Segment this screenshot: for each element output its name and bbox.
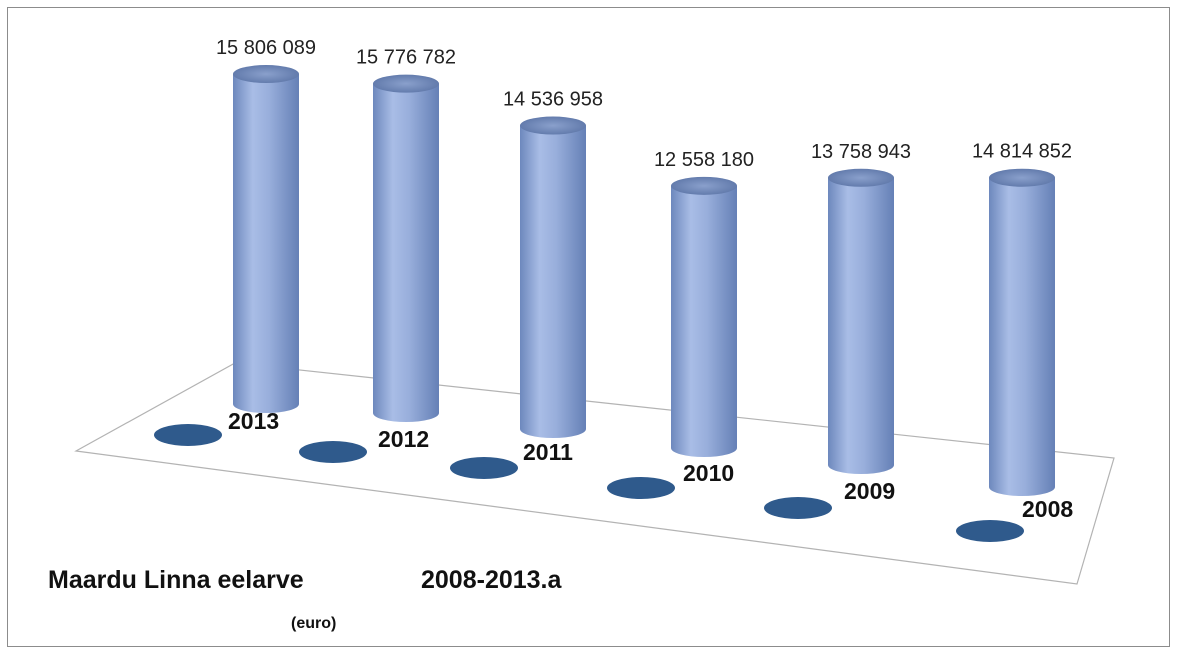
floor-marker-2012 <box>299 441 367 463</box>
value-label-2009: 13 758 943 <box>811 141 911 163</box>
floor-marker-2011 <box>450 457 518 479</box>
category-label-2010: 2010 <box>683 460 734 486</box>
value-label-2011: 14 536 958 <box>503 89 603 111</box>
bar-2011 <box>520 116 586 438</box>
floor-marker-2010 <box>607 477 675 499</box>
value-label-2010: 12 558 180 <box>654 149 754 171</box>
category-label-2008: 2008 <box>1022 496 1073 522</box>
floor-marker-2009 <box>764 497 832 519</box>
chart-subtitle: (euro) <box>291 615 336 632</box>
value-label-2012: 15 776 782 <box>356 47 456 69</box>
bar-2013 <box>233 65 299 414</box>
chart-frame: 15 806 089 2013 15 776 782 2012 14 536 958 20… <box>7 7 1170 647</box>
category-label-2009: 2009 <box>844 478 895 504</box>
chart-floor <box>74 362 1115 585</box>
value-label-2008: 14 814 852 <box>972 141 1072 163</box>
bar-2009 <box>828 168 894 475</box>
category-label-2012: 2012 <box>378 426 429 452</box>
chart-title-years: 2008-2013.a <box>421 566 563 594</box>
value-label-2013: 15 806 089 <box>216 37 316 59</box>
floor-marker-2008 <box>956 520 1024 542</box>
chart-title: Maardu Linna eelarve <box>48 566 304 594</box>
bar-2010 <box>671 176 737 457</box>
bar-2012 <box>373 74 439 423</box>
category-label-2013: 2013 <box>228 408 279 434</box>
floor-marker-2013 <box>154 424 222 446</box>
chart-canvas: 15 806 089 2013 15 776 782 2012 14 536 958 20… <box>48 37 1115 632</box>
category-label-2011: 2011 <box>523 439 573 465</box>
bar-2008 <box>989 168 1055 496</box>
series-layer: 15 806 089 2013 15 776 782 2012 14 536 958 20… <box>154 37 1073 542</box>
